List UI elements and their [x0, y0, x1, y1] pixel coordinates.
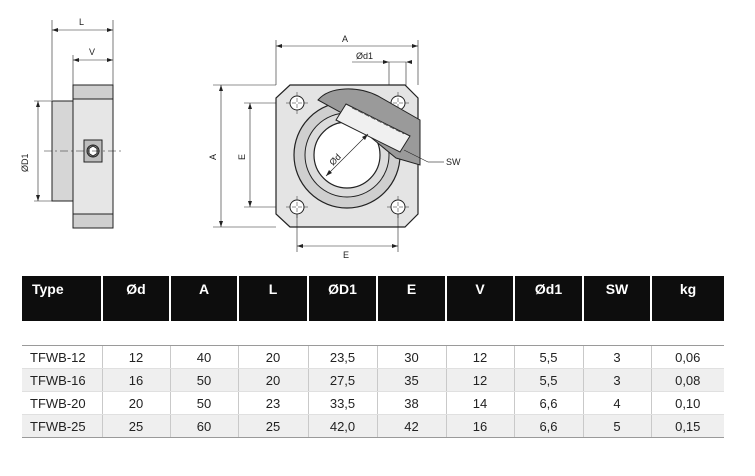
label-d1: Ød1 [356, 51, 373, 61]
cell: TFWB-16 [22, 368, 102, 392]
cell: 16 [101, 368, 170, 392]
cell: 3 [582, 346, 651, 369]
label-E-left: E [237, 154, 247, 160]
cell: 0,10 [650, 391, 724, 415]
label-A-left: A [208, 154, 218, 160]
cell: 42 [376, 414, 446, 438]
label-E-bottom: E [343, 250, 349, 260]
cell: 23,5 [307, 346, 377, 369]
header-d1-outer: ØD1 [307, 276, 377, 321]
front-view [213, 40, 444, 252]
cell: 20 [101, 391, 170, 415]
cell: 25 [237, 414, 308, 438]
side-view [34, 20, 122, 229]
cell: 40 [169, 346, 238, 369]
cell: 3 [582, 368, 651, 392]
technical-drawing: L V ØD1 [20, 17, 461, 260]
cell: 12 [445, 346, 514, 369]
cell: 0,15 [650, 414, 724, 438]
header-d1-hole: Ød1 [513, 276, 583, 321]
cell: 0,06 [650, 346, 724, 369]
table-row: TFWB-25 25 60 25 42,0 42 16 6,6 5 0,15 [22, 414, 724, 438]
label-L: L [79, 17, 84, 27]
cell: 33,5 [307, 391, 377, 415]
header-type: Type [22, 276, 102, 321]
cell: 6,6 [513, 414, 583, 438]
divider-row [22, 345, 724, 346]
cell: 50 [169, 391, 238, 415]
header-v: V [445, 276, 514, 321]
cell: 60 [169, 414, 238, 438]
table-row: TFWB-20 20 50 23 33,5 38 14 6,6 4 0,10 [22, 391, 724, 415]
cell: 50 [169, 368, 238, 392]
cell: 5,5 [513, 346, 583, 369]
cell: 20 [237, 346, 308, 369]
header-sw: SW [582, 276, 651, 321]
cell: TFWB-20 [22, 391, 102, 415]
cell: 25 [101, 414, 170, 438]
label-D1: ØD1 [20, 153, 30, 172]
header-kg: kg [650, 276, 724, 321]
label-SW: SW [446, 157, 461, 167]
header-a: A [169, 276, 238, 321]
cell: 12 [445, 368, 514, 392]
label-V: V [89, 47, 95, 57]
cell: 16 [445, 414, 514, 438]
cell: 0,08 [650, 368, 724, 392]
cell: 30 [376, 346, 446, 369]
cell: 38 [376, 391, 446, 415]
cell: TFWB-12 [22, 346, 102, 369]
cell: 5 [582, 414, 651, 438]
cell: 42,0 [307, 414, 377, 438]
cell: 6,6 [513, 391, 583, 415]
cell: 20 [237, 368, 308, 392]
cell: 4 [582, 391, 651, 415]
cell: TFWB-25 [22, 414, 102, 438]
cell: 12 [101, 346, 170, 369]
cell: 35 [376, 368, 446, 392]
header-d: Ød [101, 276, 170, 321]
cell: 27,5 [307, 368, 377, 392]
header-row: Type Ød A L ØD1 E V Ød1 SW kg [22, 276, 724, 321]
table-row: TFWB-12 12 40 20 23,5 30 12 5,5 3 0,06 [22, 346, 724, 369]
table-row: TFWB-16 16 50 20 27,5 35 12 5,5 3 0,08 [22, 368, 724, 392]
spacer-row [22, 321, 724, 346]
header-l: L [237, 276, 308, 321]
spec-table: Type Ød A L ØD1 E V Ød1 SW kg TFWB-12 12… [22, 276, 724, 438]
header-e: E [376, 276, 446, 321]
cell: 5,5 [513, 368, 583, 392]
cell: 14 [445, 391, 514, 415]
cell: 23 [237, 391, 308, 415]
label-A-top: A [342, 34, 348, 44]
